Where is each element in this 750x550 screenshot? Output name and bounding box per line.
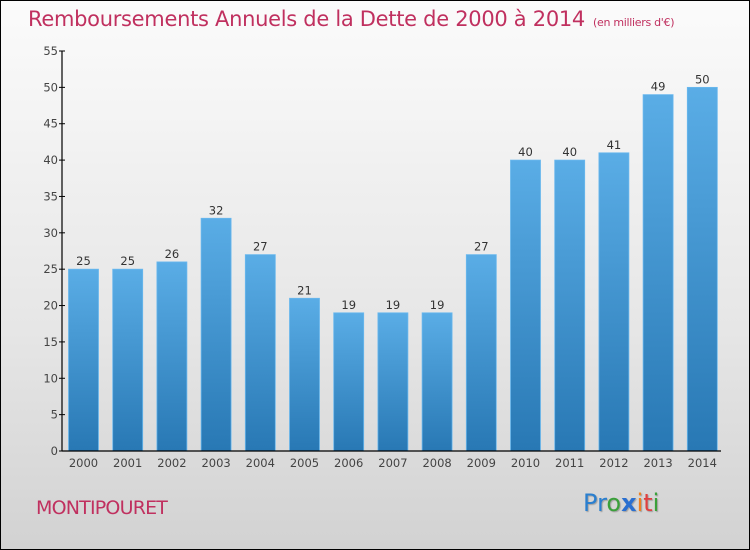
- value-label-2013: 49: [651, 80, 666, 94]
- value-label-2001: 25: [120, 254, 135, 268]
- bar-2007: [377, 312, 409, 452]
- x-tick-label-2007: 2007: [378, 456, 407, 470]
- value-label-2009: 27: [474, 240, 489, 254]
- town-name: MONTIPOURET: [36, 497, 168, 519]
- value-label-2004: 27: [253, 240, 268, 254]
- y-tick-label-20: 20: [43, 299, 58, 313]
- x-tick-label-2001: 2001: [113, 456, 142, 470]
- chart-title: Remboursements Annuels de la Dette de 20…: [28, 7, 674, 31]
- x-tick-label-2014: 2014: [688, 456, 717, 470]
- x-tick-label-2010: 2010: [511, 456, 540, 470]
- logo-letter: r: [597, 489, 607, 517]
- bar-2012: [598, 152, 630, 452]
- unit-label: (en milliers d'€): [593, 16, 675, 29]
- y-tick-label-15: 15: [43, 335, 58, 349]
- value-label-2006: 19: [341, 298, 356, 312]
- title-text: Remboursements Annuels de la Dette de 20…: [28, 7, 585, 31]
- y-tick-label-5: 5: [51, 408, 58, 422]
- axes-group: 2000 2001 2002 2003 2004 2005 2006 2007 2008 2009…: [43, 44, 721, 470]
- value-label-2007: 19: [386, 298, 401, 312]
- y-tick-label-10: 10: [43, 371, 58, 385]
- y-tick-label-45: 45: [43, 117, 58, 131]
- x-tick-label-2006: 2006: [334, 456, 363, 470]
- value-label-2002: 26: [165, 247, 180, 261]
- x-tick-label-2004: 2004: [246, 456, 275, 470]
- x-tick-label-2008: 2008: [422, 456, 451, 470]
- x-tick-label-2000: 2000: [69, 456, 98, 470]
- y-tick-label-40: 40: [43, 153, 58, 167]
- bar-2000: [68, 268, 99, 452]
- proxiti-logo[interactable]: Proxiti: [583, 489, 659, 517]
- bar-2013: [642, 94, 674, 452]
- x-tick-label-2009: 2009: [467, 456, 496, 470]
- x-tick-label-2003: 2003: [201, 456, 230, 470]
- value-label-2005: 21: [297, 283, 312, 297]
- logo-letter: i: [652, 489, 660, 517]
- logo-letter: o: [606, 489, 622, 517]
- logo-letter: t: [643, 489, 653, 517]
- bar-2010: [510, 159, 541, 452]
- bar-2003: [200, 217, 232, 452]
- value-label-2000: 25: [76, 254, 91, 268]
- bar-2009: [465, 254, 497, 452]
- bars-group: 25 25 26 32 27 21 19 19 19 27 40 40 41 49 50: [68, 72, 718, 452]
- y-tick-label-30: 30: [43, 226, 58, 240]
- x-tick-label-2013: 2013: [643, 456, 672, 470]
- logo-letter: i: [636, 489, 644, 517]
- x-tick-label-2012: 2012: [599, 456, 628, 470]
- bar-2002: [156, 261, 188, 452]
- y-tick-label-50: 50: [43, 80, 58, 94]
- bar-2004: [244, 254, 276, 452]
- y-tick-label-25: 25: [43, 262, 58, 276]
- x-tick-label-2002: 2002: [157, 456, 186, 470]
- x-tick-label-2011: 2011: [555, 456, 584, 470]
- bar-2001: [112, 268, 144, 452]
- value-label-2014: 50: [695, 72, 710, 86]
- logo-letter: x: [621, 489, 637, 517]
- bar-2014: [686, 86, 718, 452]
- bar-2008: [421, 312, 453, 452]
- value-label-2012: 41: [607, 138, 622, 152]
- y-tick-label-55: 55: [43, 44, 58, 58]
- value-label-2003: 32: [209, 203, 224, 217]
- x-tick-label-2005: 2005: [290, 456, 319, 470]
- logo-letter: P: [583, 489, 598, 517]
- bar-2005: [289, 297, 320, 452]
- value-label-2011: 40: [562, 145, 577, 159]
- y-tick-label-35: 35: [43, 189, 58, 203]
- value-label-2010: 40: [518, 145, 533, 159]
- bar-2006: [333, 312, 365, 452]
- bar-2011: [554, 159, 586, 452]
- value-label-2008: 19: [430, 298, 445, 312]
- y-tick-label-0: 0: [51, 444, 58, 458]
